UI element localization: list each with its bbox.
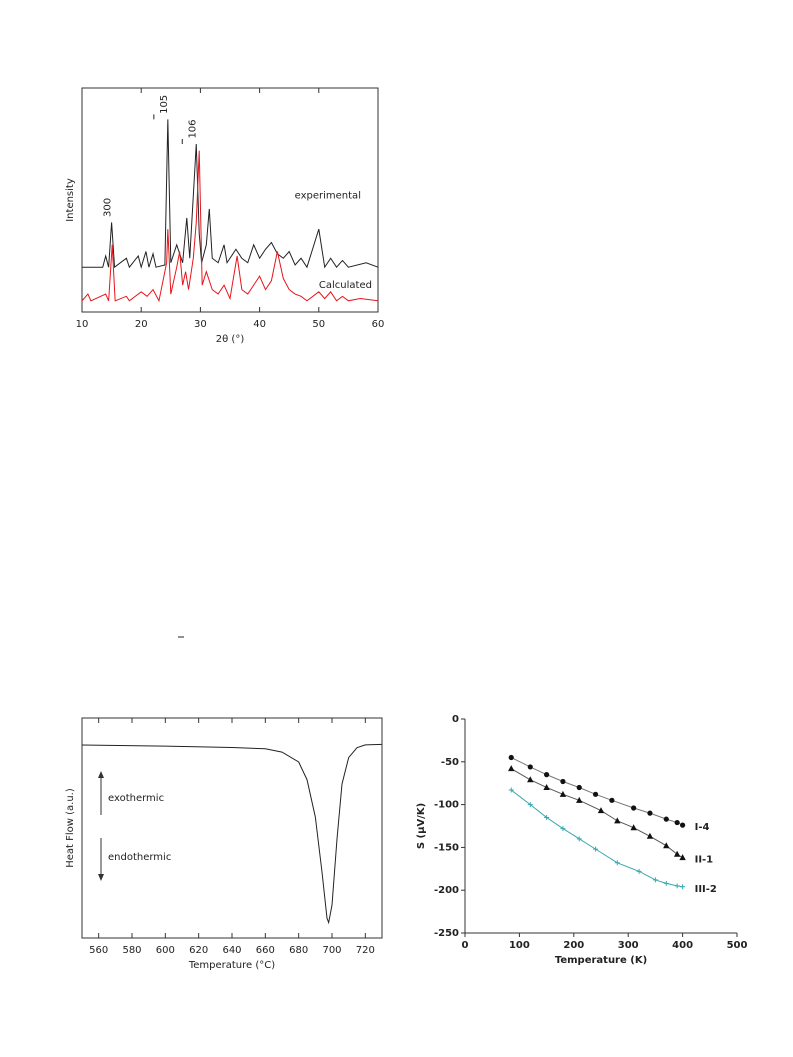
point [576, 836, 582, 842]
x-axis-label: Temperature (°C) [188, 960, 275, 971]
series-label: experimental [295, 191, 361, 202]
annotation: exothermic [108, 793, 164, 804]
point [636, 868, 642, 874]
plot-frame [81, 717, 383, 939]
point [527, 764, 533, 770]
point [576, 796, 583, 803]
x-tick-label: 40 [253, 319, 266, 330]
x-tick-label: 700 [322, 945, 341, 956]
point [592, 791, 599, 797]
x-tick-label: 60 [372, 319, 385, 330]
point [631, 805, 637, 811]
x-tick-label: 620 [189, 945, 208, 956]
point [663, 880, 669, 886]
series-line [510, 768, 683, 859]
arrow-head [98, 771, 104, 778]
point [527, 776, 534, 783]
x-tick-label: 300 [618, 940, 639, 951]
peak-label: 105 [159, 95, 170, 114]
x-tick-label: 600 [156, 945, 175, 956]
series-line [510, 789, 683, 888]
point [597, 807, 605, 814]
series-line [81, 743, 383, 925]
point [674, 883, 680, 889]
x-tick-label: 30 [194, 319, 207, 330]
arrow-head [98, 874, 104, 881]
point [679, 854, 686, 861]
plot-frame [81, 87, 379, 313]
y-axis-label: Heat Flow (a.u.) [65, 788, 76, 868]
x-tick-label: 10 [76, 319, 89, 330]
point [663, 816, 669, 822]
y-tick-label: -50 [441, 757, 459, 768]
point [663, 842, 670, 849]
point [527, 802, 533, 808]
x-tick-label: 660 [256, 945, 275, 956]
x-tick-label: 680 [289, 945, 308, 956]
x-tick-label: 580 [122, 945, 141, 956]
series-label: II-1 [695, 855, 714, 866]
point [609, 797, 615, 803]
x-tick-label: 500 [727, 940, 748, 951]
point [576, 784, 582, 791]
point [647, 810, 653, 816]
series-line [81, 150, 379, 303]
point [680, 884, 686, 890]
point [614, 860, 620, 866]
series-line [82, 119, 379, 270]
series-line [511, 757, 683, 826]
point [614, 817, 621, 824]
annotation: endothermic [108, 852, 171, 863]
point [560, 778, 566, 785]
y-axis-label: S (μV/K) [416, 803, 427, 849]
peak-label: 106 [187, 119, 198, 138]
point [560, 826, 566, 832]
point [543, 783, 550, 790]
y-tick-label: -150 [434, 842, 459, 853]
point [630, 824, 637, 831]
point [674, 819, 680, 826]
y-tick-label: 0 [452, 714, 459, 725]
point [544, 814, 550, 820]
peak-label: 300 [103, 198, 114, 217]
x-tick-label: 400 [672, 940, 693, 951]
x-tick-label: 640 [222, 945, 241, 956]
x-tick-label: 720 [356, 945, 375, 956]
point [508, 787, 514, 793]
point [544, 772, 550, 778]
y-axis-label: Intensity [65, 178, 76, 222]
x-axis-label: Temperature (K) [555, 955, 647, 966]
series-label: III-2 [695, 884, 717, 895]
x-tick-label: 100 [509, 940, 530, 951]
y-tick-label: -200 [434, 885, 459, 896]
point [508, 754, 514, 761]
x-tick-label: 200 [563, 940, 584, 951]
y-tick-label: -100 [434, 800, 459, 811]
x-tick-label: 560 [89, 945, 108, 956]
x-tick-label: 50 [312, 319, 325, 330]
x-tick-label: 0 [462, 940, 469, 951]
point [680, 822, 686, 828]
x-tick-label: 20 [135, 319, 148, 330]
y-tick-label: -250 [434, 928, 459, 939]
point [673, 850, 681, 857]
point [508, 765, 515, 772]
x-axis-label: 2θ (°) [216, 334, 245, 345]
point [593, 846, 599, 852]
point [652, 877, 658, 883]
series-label: Calculated [319, 280, 372, 291]
series-label: I-4 [695, 822, 710, 833]
point [646, 832, 654, 839]
point [559, 790, 567, 797]
